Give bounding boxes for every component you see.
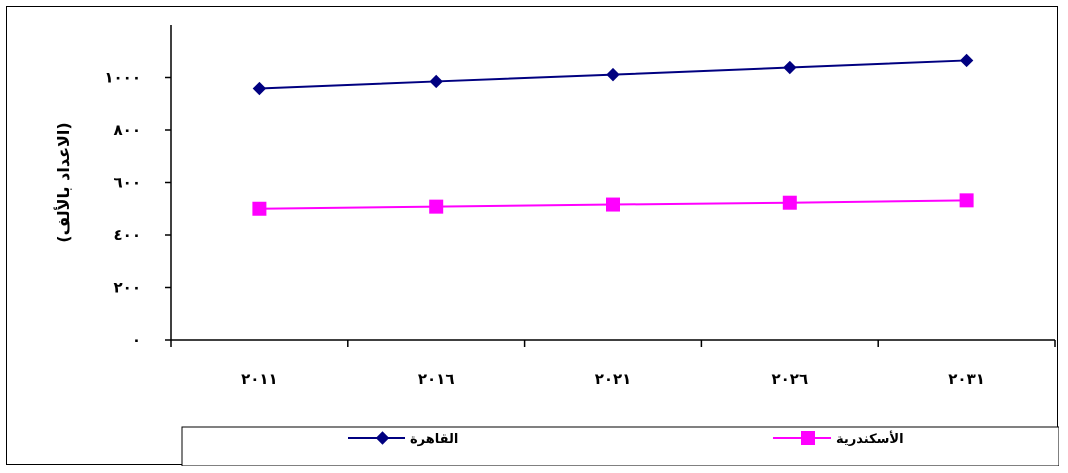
chart-frame: ٠ ٢٠٠ ٤٠٠ ٦٠٠ ٨٠٠ ١٠٠٠ ٢٠١١ ٢٠١٦ ٢٠٢١ ٢٠٢٦ ٢٠٣١ (… [6, 6, 1059, 466]
data-point [252, 81, 267, 96]
y-tick-label: ٤٠٠ [114, 226, 141, 244]
legend-entry: القاهرة [348, 431, 458, 447]
x-tick-label: ٢٠٢١ [595, 370, 632, 388]
y-axis-ticks: ٠ ٢٠٠ ٤٠٠ ٦٠٠ ٨٠٠ ١٠٠٠ [104, 69, 171, 349]
data-point [429, 199, 444, 214]
series-1 [252, 53, 974, 96]
data-point [606, 197, 620, 212]
legend-label: الأسكندرية [836, 430, 904, 447]
y-axis-title: (الاعداد بالألف) [54, 122, 73, 242]
x-axis-ticks: ٢٠١١ ٢٠١٦ ٢٠٢١ ٢٠٢٦ ٢٠٣١ [170, 340, 1056, 388]
x-tick-label: ٢٠٢٦ [771, 370, 808, 388]
data-point [783, 60, 797, 75]
series-2 [252, 193, 974, 216]
legend-marker [375, 431, 390, 445]
legend-marker [801, 431, 815, 445]
line-chart: ٠ ٢٠٠ ٤٠٠ ٦٠٠ ٨٠٠ ١٠٠٠ ٢٠١١ ٢٠١٦ ٢٠٢١ ٢٠٢٦ ٢٠٣١ (… [54, 25, 1059, 466]
data-point [429, 74, 443, 89]
legend-box [181, 426, 1059, 466]
x-tick-label: ٢٠٣١ [948, 370, 985, 388]
legend: الأسكندرية القاهرة [181, 426, 1059, 466]
y-tick-label: ٨٠٠ [114, 121, 141, 139]
data-point [782, 195, 797, 210]
x-tick-label: ٢٠١١ [241, 370, 278, 388]
data-point [252, 201, 267, 216]
x-tick-label: ٢٠١٦ [418, 370, 455, 388]
y-tick-label: ٢٠٠ [114, 279, 141, 297]
legend-entry: الأسكندرية [773, 430, 904, 447]
y-tick-label: ٠ [132, 331, 141, 349]
data-point [959, 193, 974, 208]
y-tick-label: ٦٠٠ [114, 174, 141, 192]
data-point [959, 53, 974, 68]
series-group [252, 53, 974, 216]
legend-label: القاهرة [410, 432, 458, 447]
y-tick-label: ١٠٠٠ [104, 69, 141, 87]
data-point [606, 67, 620, 82]
